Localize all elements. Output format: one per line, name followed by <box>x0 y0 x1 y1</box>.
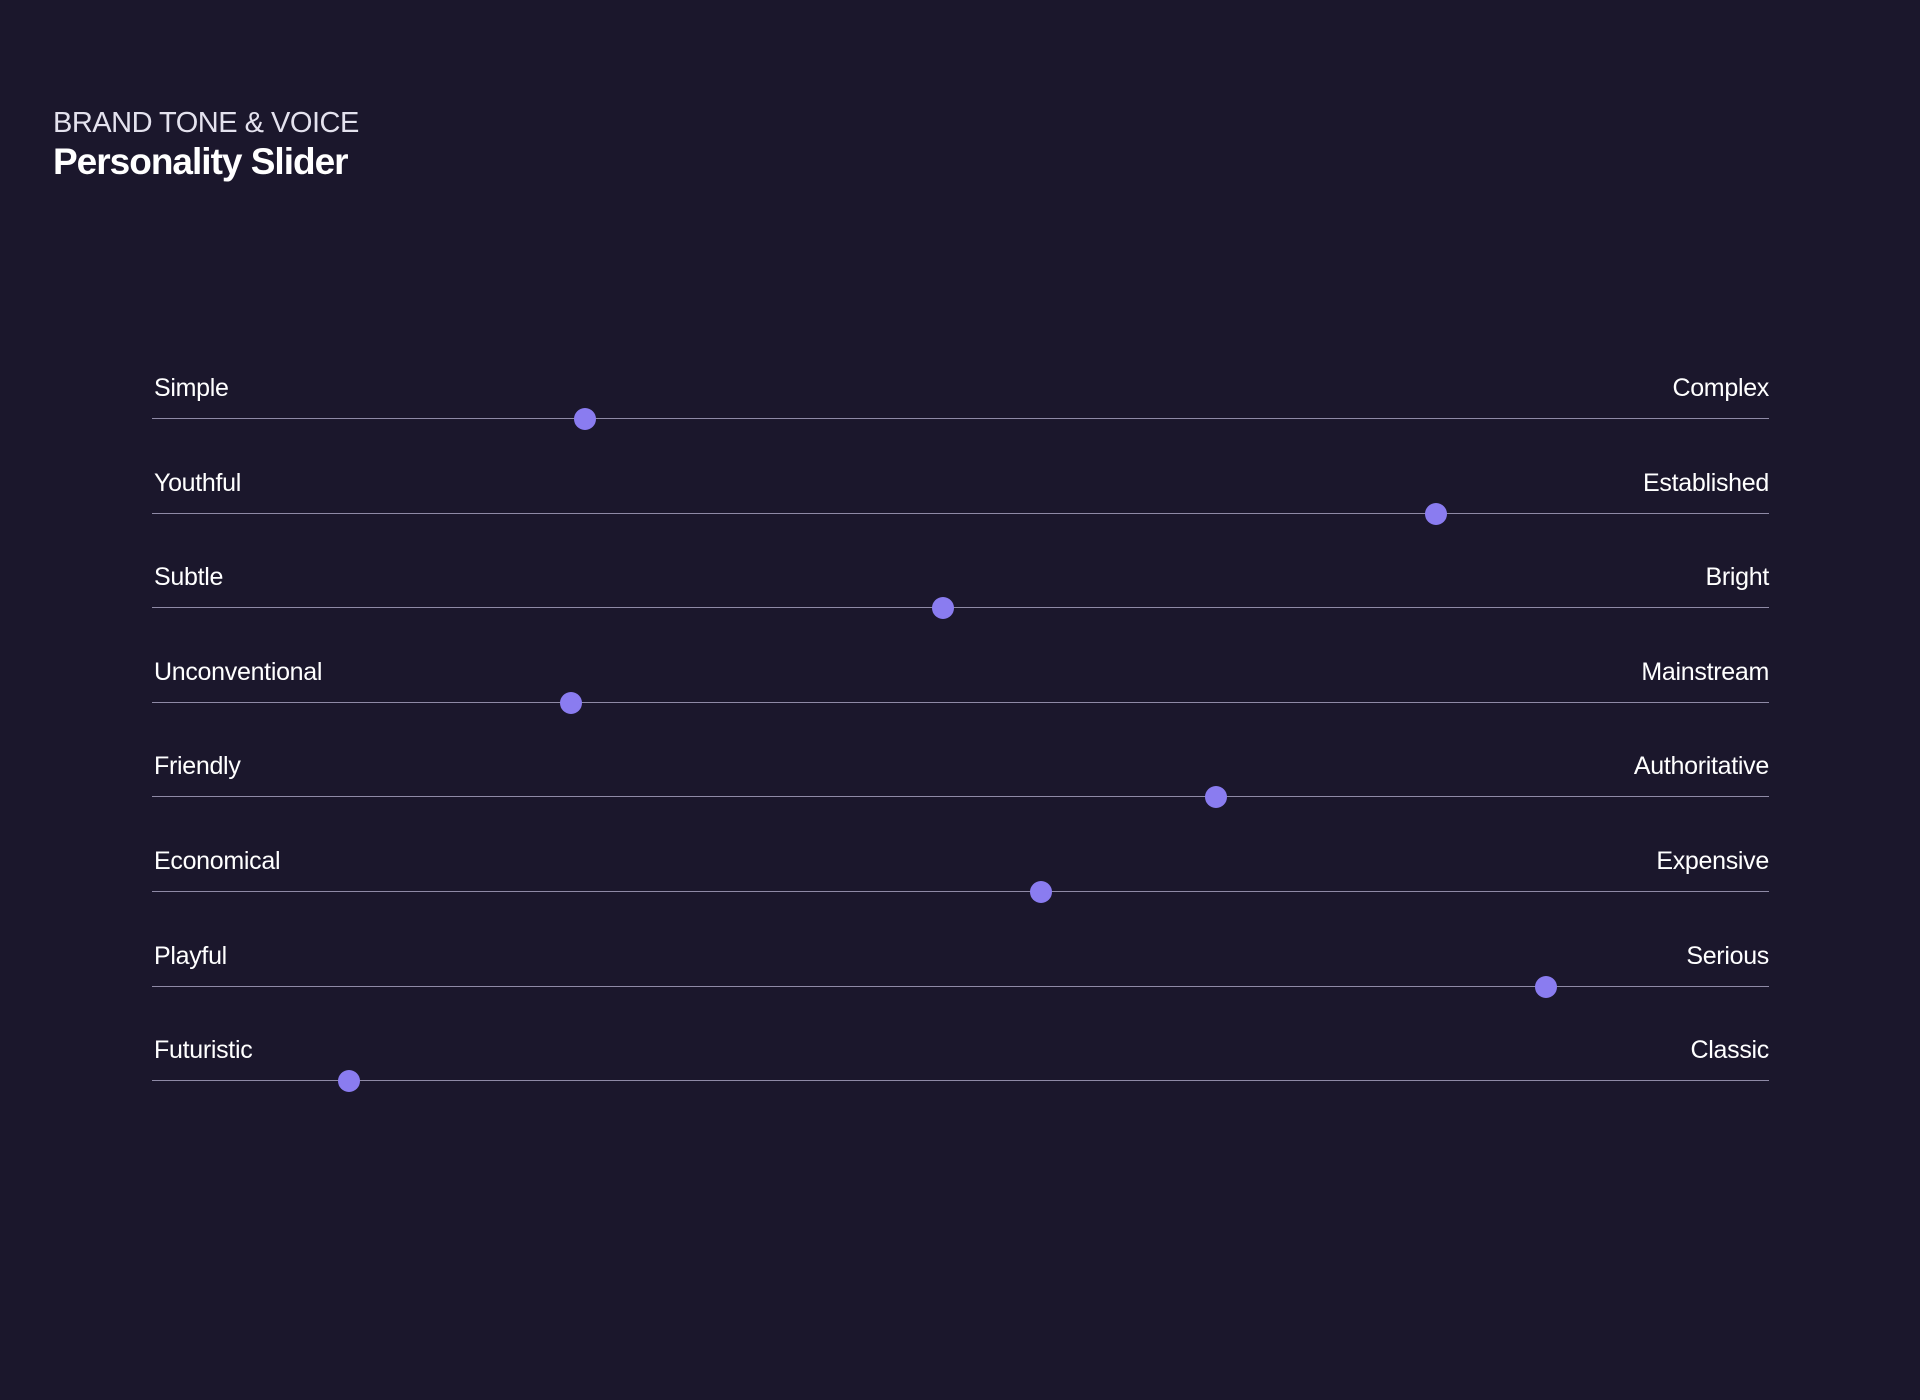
slider-track[interactable] <box>152 796 1769 798</box>
slider-right-label: Complex <box>1672 374 1769 402</box>
slider-left-label: Economical <box>154 846 281 875</box>
slider-left-label: Simple <box>154 374 229 402</box>
page-eyebrow: BRAND TONE & VOICE <box>53 107 359 139</box>
slider-track[interactable] <box>152 1080 1769 1082</box>
slider-track[interactable] <box>152 607 1769 609</box>
slider-thumb-economical[interactable] <box>1030 880 1053 903</box>
slider-track[interactable] <box>152 985 1769 987</box>
slider-thumb-friendly[interactable] <box>1204 786 1227 809</box>
personality-sliders: Simple Complex Youthful Established Subt… <box>152 370 1769 1127</box>
slider-row-friendly-authoritative: Friendly Authoritative <box>152 748 1769 843</box>
page-title: Personality Slider <box>53 141 349 182</box>
slider-thumb-playful[interactable] <box>1534 975 1557 998</box>
slider-track[interactable] <box>152 890 1769 892</box>
slider-row-futuristic-classic: Futuristic Classic <box>152 1032 1769 1127</box>
slider-row-playful-serious: Playful Serious <box>152 938 1769 1033</box>
slider-left-label: Friendly <box>154 752 241 781</box>
slider-thumb-subtle[interactable] <box>931 597 954 620</box>
slider-row-simple-complex: Simple Complex <box>152 370 1769 465</box>
slider-row-economical-expensive: Economical Expensive <box>152 843 1769 938</box>
slider-right-label: Expensive <box>1656 846 1769 875</box>
slider-left-label: Unconventional <box>154 657 323 686</box>
slider-row-youthful-established: Youthful Established <box>152 465 1769 560</box>
slider-left-label: Youthful <box>154 468 242 497</box>
slider-track[interactable] <box>152 512 1769 514</box>
slider-thumb-futuristic[interactable] <box>338 1070 361 1093</box>
slider-row-unconventional-mainstream: Unconventional Mainstream <box>152 654 1769 749</box>
slider-right-label: Classic <box>1690 1036 1770 1065</box>
slider-thumb-youthful[interactable] <box>1424 502 1447 525</box>
slider-thumb-simple[interactable] <box>574 408 597 430</box>
slider-thumb-unconventional[interactable] <box>559 691 582 714</box>
slider-left-label: Subtle <box>154 563 224 592</box>
slider-right-label: Established <box>1643 468 1769 497</box>
page-header: BRAND TONE & VOICE Personality Slider <box>53 106 359 184</box>
slider-track[interactable] <box>152 418 1769 419</box>
slider-right-label: Authoritative <box>1633 752 1769 781</box>
slider-left-label: Playful <box>154 941 227 970</box>
slider-left-label: Futuristic <box>154 1036 253 1065</box>
slider-row-subtle-bright: Subtle Bright <box>152 559 1769 654</box>
slider-right-label: Mainstream <box>1641 657 1769 686</box>
slider-right-label: Serious <box>1686 941 1769 970</box>
slider-right-label: Bright <box>1705 563 1769 592</box>
slider-track[interactable] <box>152 701 1769 703</box>
